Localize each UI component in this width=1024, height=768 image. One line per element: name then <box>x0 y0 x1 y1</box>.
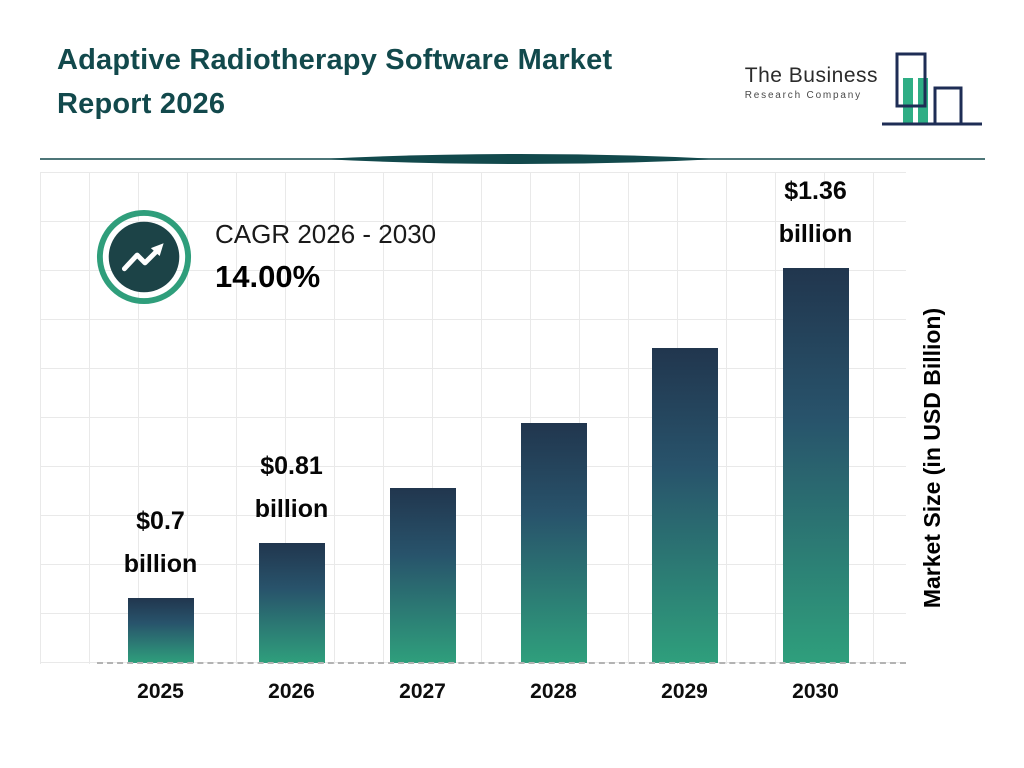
bar-value: $0.81 <box>260 452 323 480</box>
bar <box>782 268 849 663</box>
x-label-2030: 2030 <box>792 680 839 703</box>
x-axis-line <box>97 662 906 664</box>
x-label-2027: 2027 <box>399 680 446 703</box>
x-label-2029: 2029 <box>661 680 708 703</box>
bar <box>651 348 718 663</box>
cagr-label: CAGR 2026 - 2030 <box>215 219 437 249</box>
bar <box>127 598 194 663</box>
cagr-value: 14.00% <box>215 259 321 294</box>
bar-column-2026: $0.81 billion <box>226 445 357 663</box>
trend-up-icon <box>96 209 192 305</box>
bar-column-2029 <box>619 336 750 663</box>
bar-column-2027 <box>357 476 488 663</box>
bar-value: $1.36 <box>784 177 847 205</box>
bar-value-label: $1.36 billion <box>779 170 853 256</box>
x-label-2026: 2026 <box>268 680 315 703</box>
bar-value-label: $0.7 billion <box>124 500 198 586</box>
x-label-2025: 2025 <box>137 680 184 703</box>
bar <box>520 423 587 663</box>
bars-container: $0.7 billion $0.81 billion <box>95 172 881 663</box>
bar <box>389 488 456 663</box>
header: Adaptive Radiotherapy Software Market Re… <box>57 38 984 130</box>
page-title: Adaptive Radiotherapy Software Market Re… <box>57 38 612 126</box>
bar-value: $0.7 <box>136 507 185 535</box>
bar-value-label: $0.81 billion <box>255 445 329 531</box>
bar-unit: billion <box>778 220 853 248</box>
y-axis-label: Market Size (in USD Billion) <box>919 307 945 609</box>
plot-area: CAGR 2026 - 2030 14.00% $0.7 billion $0.… <box>40 172 906 664</box>
title-line-1: Adaptive Radiotherapy Software Market <box>57 44 613 76</box>
bar-unit: billion <box>254 495 329 523</box>
cagr-badge: CAGR 2026 - 2030 14.00% <box>95 208 436 306</box>
bar-column-2025: $0.7 billion <box>95 500 226 663</box>
cagr-text: CAGR 2026 - 2030 14.00% <box>215 219 436 295</box>
bar <box>258 543 325 663</box>
bar-column-2028 <box>488 411 619 663</box>
divider-line <box>40 154 985 164</box>
company-logo: The Business Research Company <box>745 50 984 130</box>
bar-column-2030: $1.36 billion <box>750 170 881 663</box>
logo-name: The Business <box>744 64 878 87</box>
bar-chart-logo-icon <box>882 52 982 126</box>
title-line-2: Report 2026 <box>57 88 226 120</box>
x-axis-labels: 2025 2026 2027 2028 2029 2030 <box>95 680 881 704</box>
bar-unit: billion <box>123 550 198 578</box>
logo-text: The Business Research Company <box>745 64 878 101</box>
x-label-2028: 2028 <box>530 680 577 703</box>
logo-subname: Research Company <box>744 90 862 101</box>
